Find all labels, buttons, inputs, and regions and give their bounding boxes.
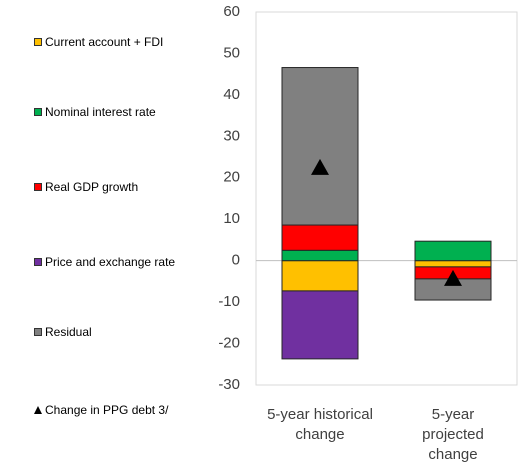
legend-label: Nominal interest rate [45, 105, 156, 119]
legend-item: Price and exchange rate [34, 255, 184, 269]
bar-segment [281, 249, 359, 262]
legend-label: Price and exchange rate [45, 255, 176, 269]
y-tick-label: 40 [223, 86, 240, 103]
legend-label: Residual [45, 325, 92, 339]
x-tick-label: 5-year projected change [422, 406, 484, 463]
bar-segment [281, 67, 359, 226]
legend-item: Change in PPG debt 3/ [34, 403, 204, 417]
bar-segment [281, 290, 359, 360]
bar-segment [414, 260, 492, 268]
legend-label: Change in PPG debt 3/ [45, 403, 169, 417]
legend-swatch [34, 328, 42, 336]
y-tick-label: 0 [232, 252, 240, 269]
bar-segment [414, 240, 492, 262]
legend-swatch [34, 183, 42, 191]
legend-swatch [34, 258, 42, 266]
legend-marker [34, 406, 42, 414]
legend-swatch [34, 38, 42, 46]
y-tick-label: -30 [218, 376, 240, 393]
legend-item: Nominal interest rate [34, 105, 204, 119]
legend-item: Current account + FDI [34, 35, 204, 49]
bar-segment [281, 224, 359, 251]
legend-label: Real GDP growth [45, 180, 139, 194]
legend-item: Real GDP growth [34, 180, 204, 194]
x-tick-label: 5-year historical change [267, 406, 373, 443]
bar-segment [281, 260, 359, 292]
plot-frame [255, 11, 518, 386]
legend-item: Residual [34, 325, 204, 339]
legend-label: Current account + FDI [45, 35, 164, 49]
y-tick-label: 30 [223, 127, 240, 144]
marker [311, 158, 329, 175]
y-tick-label: 60 [223, 3, 240, 20]
legend-swatch [34, 108, 42, 116]
y-tick-label: 20 [223, 169, 240, 186]
y-tick-label: -10 [218, 293, 240, 310]
y-tick-label: 10 [223, 210, 240, 227]
y-tick-label: 50 [223, 44, 240, 61]
marker [444, 269, 462, 286]
y-tick-label: -20 [218, 335, 240, 352]
